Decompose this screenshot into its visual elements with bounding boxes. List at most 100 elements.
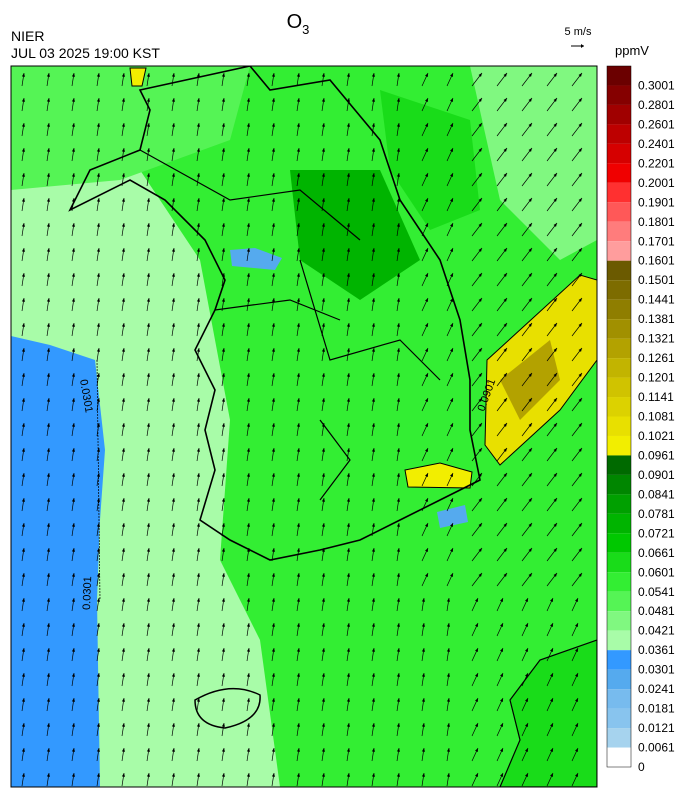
wind-arrow-head — [321, 223, 325, 227]
wind-arrow-head — [271, 598, 275, 602]
wind-arrow-head — [46, 448, 50, 452]
wind-arrow-head — [196, 548, 200, 552]
wind-arrow-head — [196, 523, 200, 527]
wind-arrow-head — [553, 248, 557, 252]
wind-arrow-head — [578, 423, 582, 427]
wind-arrow-head — [71, 298, 75, 302]
wind-arrow-head — [346, 323, 350, 327]
wind-arrow-head — [21, 648, 25, 652]
wind-arrow-head — [196, 423, 200, 427]
wind-arrow-head — [121, 148, 125, 152]
colorbar-label: 0.0241 — [638, 682, 675, 696]
wind-arrow-head — [346, 498, 350, 502]
wind-arrow-head — [96, 223, 100, 227]
wind-arrow-head — [296, 273, 300, 277]
colorbar-swatch — [607, 552, 631, 573]
wind-arrow-head — [196, 73, 200, 77]
wind-arrow-head — [196, 748, 200, 752]
wind-arrow-head — [321, 648, 325, 652]
wind-arrow-head — [528, 473, 532, 477]
wind-arrow-head — [271, 273, 275, 277]
wind-arrow-head — [296, 148, 300, 152]
wind-arrow-head — [396, 273, 400, 277]
wind-arrow-head — [503, 373, 507, 377]
wind-arrow-head — [450, 423, 453, 427]
wind-arrow-head — [196, 323, 200, 327]
wind-arrow-head — [425, 398, 428, 402]
wind-arrow-head — [528, 398, 532, 402]
wind-arrow-head — [450, 198, 453, 202]
wind-arrow-head — [21, 473, 25, 477]
wind-arrow-head — [46, 73, 50, 77]
wind-arrow-head — [71, 73, 75, 77]
wind-arrow-head — [46, 598, 50, 602]
wind-arrow-head — [475, 673, 478, 677]
wind-arrow-head — [171, 673, 175, 677]
wind-arrow-head — [246, 723, 250, 727]
wind-arrow-head — [271, 173, 275, 177]
wind-arrow-head — [550, 748, 553, 752]
wind-arrow-head — [478, 398, 482, 402]
wind-arrow-head — [450, 248, 453, 252]
source: NIER — [11, 28, 44, 44]
wind-arrow-head — [528, 248, 532, 252]
wind-arrow-head — [450, 473, 453, 477]
wind-arrow-head — [121, 573, 125, 577]
wind-arrow-head — [346, 723, 350, 727]
wind-arrow-head — [321, 473, 325, 477]
colorbar-label: 0.2601 — [638, 117, 675, 131]
wind-arrow-head — [578, 223, 582, 227]
wind-arrow-head — [71, 148, 75, 152]
wind-arrow-head — [271, 573, 275, 577]
wind-arrow-head — [553, 73, 557, 77]
wind-arrow-head — [21, 498, 25, 502]
wind-arrow-head — [396, 423, 400, 427]
wind-arrow-head — [21, 248, 25, 252]
wind-arrow-head — [575, 673, 578, 677]
wind-arrow-head — [475, 723, 478, 727]
wind-arrow-head — [450, 348, 453, 352]
wind-arrow-head — [196, 98, 200, 102]
wind-arrow-head — [371, 123, 375, 127]
high-core — [500, 340, 560, 420]
wind-arrow-head — [578, 548, 582, 552]
wind-arrow-head — [96, 598, 100, 602]
wind-arrow-head — [246, 473, 250, 477]
wind-arrow-head — [396, 123, 400, 127]
wind-arrow-head — [550, 598, 553, 602]
wind-arrow-head — [221, 773, 225, 777]
wind-arrow-head — [46, 548, 50, 552]
wind-arrow-head — [503, 273, 507, 277]
wind-arrow-head — [296, 573, 300, 577]
wind-arrow-head — [146, 573, 150, 577]
wind-arrow-head — [196, 723, 200, 727]
field-mid — [11, 66, 250, 190]
wind-arrow-head — [550, 723, 553, 727]
wind-arrow-head — [196, 598, 200, 602]
wind-arrow-head — [478, 123, 482, 127]
wind-arrow-head — [396, 448, 400, 452]
wind-arrow-head — [346, 523, 350, 527]
wind-arrow-head — [96, 723, 100, 727]
wind-arrow-head — [196, 473, 200, 477]
wind-arrow-head — [171, 448, 175, 452]
wind-arrow-head — [171, 398, 175, 402]
wind-arrow-head — [96, 373, 100, 377]
wind-arrow-head — [246, 298, 250, 302]
wind-arrow-head — [578, 323, 582, 327]
wind-arrow-head — [146, 598, 150, 602]
wind-arrow-head — [146, 298, 150, 302]
wind-arrow-head — [121, 598, 125, 602]
wind-arrow-head — [371, 148, 375, 152]
wind-arrow-head — [321, 448, 325, 452]
wind-arrow-head — [528, 523, 532, 527]
wind-arrow-head — [271, 473, 275, 477]
wind-arrow-head — [46, 498, 50, 502]
wind-arrow-head — [553, 423, 557, 427]
wind-arrow-head — [296, 173, 300, 177]
wind-arrow-head — [425, 123, 428, 127]
wind-arrow-head — [478, 573, 482, 577]
wind-arrow-head — [46, 123, 50, 127]
wind-arrow-head — [246, 323, 250, 327]
wind-arrow-head — [196, 223, 200, 227]
